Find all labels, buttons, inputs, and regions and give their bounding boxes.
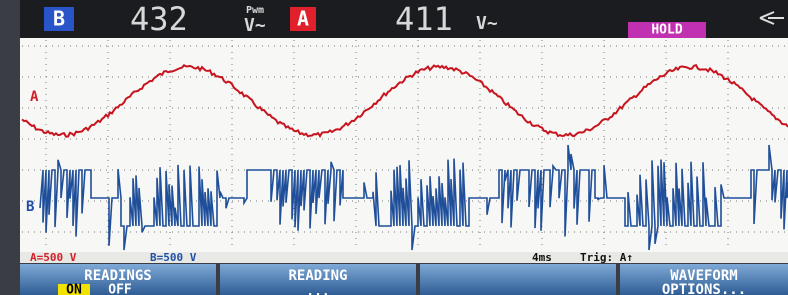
status-bar: [20, 252, 788, 263]
hold: HOLD: [651, 23, 682, 38]
softkey[interactable]: [420, 264, 616, 295]
timebase: 4ms: [532, 251, 552, 264]
channel-a: A: [297, 7, 309, 31]
softkey-sub: OPTIONS...: [662, 282, 746, 295]
softkey-label: READING: [288, 268, 347, 284]
oscilloscope-screen: B 432 Pwm V~ A 411 V~ HOLD A B A=500 V B…: [0, 0, 788, 295]
reading-a: 411: [395, 0, 453, 38]
softkey[interactable]: WAVEFORM OPTIONS...: [620, 264, 788, 295]
softkey[interactable]: READINGS ON OFF: [20, 264, 216, 295]
reading-b: 432: [130, 0, 188, 38]
reading-a-unit: V~: [476, 13, 498, 34]
trace-b-marker: B: [26, 199, 34, 215]
channel-b: B: [53, 7, 65, 31]
trigger: Trig: A↑: [580, 251, 633, 264]
scale-b: B=500 V: [150, 251, 197, 264]
reading-b-unit: V~: [244, 15, 266, 36]
softkey-sub: ...: [306, 285, 329, 295]
softkey-option-on: ON: [66, 283, 82, 295]
softkey-option-off: OFF: [108, 283, 132, 295]
scale-a: A=500 V: [30, 251, 77, 264]
trace-a-marker: A: [30, 89, 39, 105]
softkey[interactable]: READING ...: [220, 264, 416, 295]
screen: B 432 Pwm V~ A 411 V~ HOLD A B A=500 V B…: [0, 0, 788, 295]
